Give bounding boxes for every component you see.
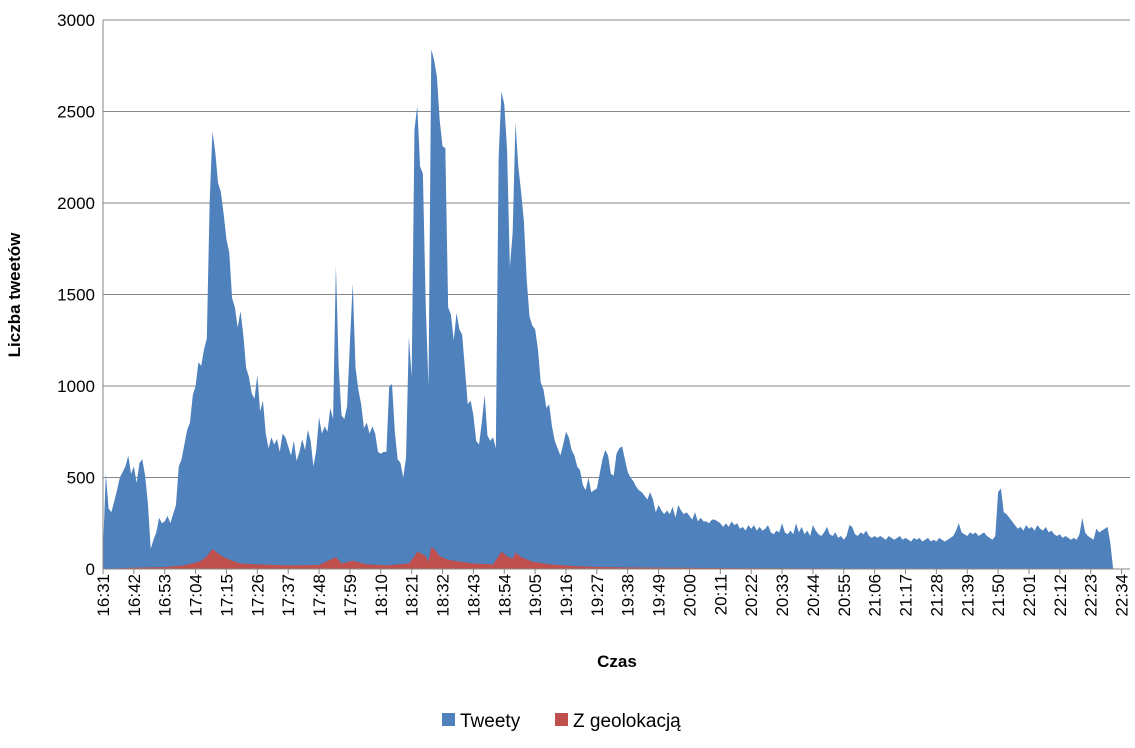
x-tick-label: 22:01 [1020, 574, 1039, 617]
x-tick-label: 20:00 [680, 574, 699, 617]
series-areas [103, 49, 1114, 569]
x-tick-label: 19:38 [619, 574, 638, 617]
y-tick-label: 2500 [57, 103, 95, 122]
x-tick-label: 21:17 [897, 574, 916, 617]
x-tick-label: 17:15 [217, 574, 236, 617]
x-tick-label: 22:34 [1113, 574, 1132, 617]
x-tick-label: 20:44 [804, 574, 823, 617]
y-tick-label: 0 [86, 560, 95, 579]
series-area-1 [103, 547, 1114, 569]
legend-swatch-tweety [442, 713, 455, 726]
x-tick-label: 19:49 [650, 574, 669, 617]
series-area-0 [103, 49, 1114, 569]
x-tick-label: 20:11 [711, 574, 730, 615]
legend-label-geolokacja: Z geolokacją [573, 711, 681, 732]
y-tick-label: 2000 [57, 194, 95, 213]
legend: Tweety Z geolokacją [442, 711, 681, 732]
x-tick-label: 16:42 [125, 574, 144, 617]
x-tick-label: 21:06 [866, 574, 885, 617]
x-tick-label: 20:33 [773, 574, 792, 617]
x-tick-label: 21:28 [927, 574, 946, 617]
x-tick-label: 17:26 [248, 574, 267, 617]
x-tick-label: 22:12 [1051, 574, 1070, 617]
x-tick-label: 18:54 [495, 574, 514, 617]
legend-swatch-geolokacja [555, 713, 568, 726]
gridlines [103, 19, 1130, 478]
x-tick-label: 18:10 [372, 574, 391, 617]
x-tick-label: 17:59 [341, 574, 360, 617]
x-tick-label: 19:27 [588, 574, 607, 617]
legend-label-tweety: Tweety [460, 711, 521, 732]
x-tick-label: 19:16 [557, 574, 576, 617]
x-tick-label: 17:37 [279, 574, 298, 617]
x-tick-label: 21:50 [989, 574, 1008, 617]
x-tick-label: 16:53 [156, 574, 175, 617]
x-tick-label: 22:23 [1082, 574, 1101, 617]
x-tick-label: 17:48 [310, 574, 329, 617]
y-tick-label: 1500 [57, 286, 95, 305]
x-tick-label: 20:55 [835, 574, 854, 617]
y-tick-labels: 0 500 1000 1500 2000 2500 3000 [57, 11, 95, 579]
y-tick-label: 500 [67, 469, 95, 488]
x-tick-labels: 16:31 16:42 16:53 17:04 17:15 17:26 17:37 17:48… [94, 574, 1132, 617]
x-tick-label: 16:31 [94, 574, 113, 617]
x-tick-label: 19:05 [526, 574, 545, 617]
y-tick-label: 1000 [57, 377, 95, 396]
x-tick-label: 20:22 [742, 574, 761, 617]
axes [102, 20, 1130, 574]
x-tick-label: 18:32 [434, 574, 453, 617]
x-axis-title: Czas [597, 652, 637, 671]
y-axis-title: Liczba tweetów [5, 232, 24, 357]
x-tick-label: 18:43 [464, 574, 483, 617]
x-tick-label: 17:04 [187, 574, 206, 617]
x-tick-label: 18:21 [403, 574, 422, 617]
x-tick-label: 21:39 [958, 574, 977, 617]
y-tick-label: 3000 [57, 11, 95, 30]
